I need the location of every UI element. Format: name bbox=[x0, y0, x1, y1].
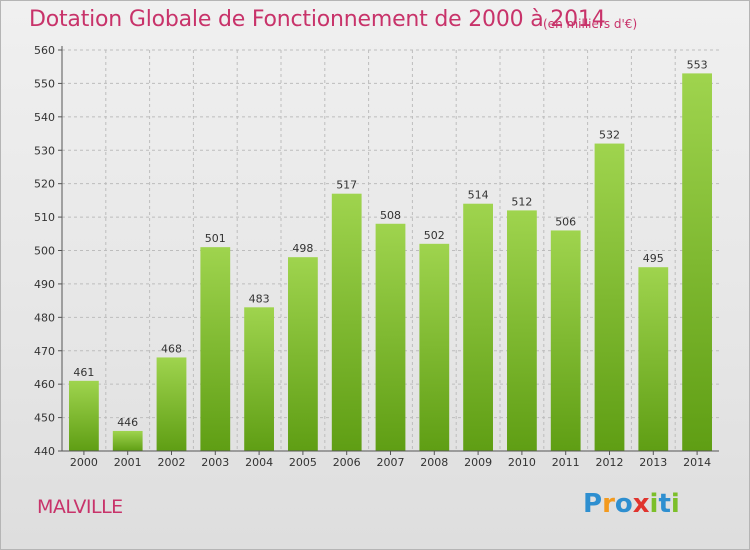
axes bbox=[58, 46, 719, 455]
proxiti-logo: Proxiti bbox=[583, 489, 680, 519]
bar bbox=[594, 143, 625, 452]
x-tick-label: 2000 bbox=[70, 456, 98, 469]
x-tick-label: 2007 bbox=[377, 456, 405, 469]
bar bbox=[69, 380, 99, 451]
x-tick-label: 2002 bbox=[158, 456, 186, 469]
bar bbox=[682, 73, 712, 452]
bar bbox=[419, 243, 450, 451]
city-name: MALVILLE bbox=[37, 496, 123, 518]
bar-value-label: 553 bbox=[687, 58, 708, 71]
bar bbox=[463, 203, 493, 451]
bar bbox=[507, 210, 537, 451]
x-tick-label: 2005 bbox=[289, 456, 317, 469]
bar bbox=[375, 223, 406, 451]
x-tick-label: 2013 bbox=[639, 456, 667, 469]
logo-letter: x bbox=[632, 489, 650, 519]
bar-value-label: 483 bbox=[249, 292, 270, 305]
bars bbox=[69, 73, 712, 452]
logo-letter: P bbox=[583, 489, 603, 519]
chart-subtitle: (en milliers d'€) bbox=[543, 17, 638, 31]
bar-value-label: 517 bbox=[336, 179, 357, 192]
bar-value-label: 498 bbox=[292, 242, 313, 255]
bar-value-label: 461 bbox=[73, 366, 94, 379]
bar-value-label: 468 bbox=[161, 342, 182, 355]
logo-letter: i bbox=[670, 489, 680, 519]
y-tick-label: 470 bbox=[34, 345, 55, 358]
bar-value-label: 446 bbox=[117, 416, 138, 429]
logo-letter: o bbox=[614, 489, 633, 519]
bar-value-label: 512 bbox=[511, 195, 532, 208]
bar bbox=[331, 193, 362, 452]
y-tick-label: 520 bbox=[34, 178, 55, 191]
x-tick-label: 2001 bbox=[114, 456, 142, 469]
x-tick-label: 2004 bbox=[245, 456, 273, 469]
y-tick-label: 500 bbox=[34, 245, 55, 258]
y-tick-label: 440 bbox=[34, 445, 55, 458]
x-tick-label: 2014 bbox=[683, 456, 711, 469]
logo-letter: i bbox=[649, 489, 659, 519]
bar bbox=[112, 430, 143, 451]
x-tick-label: 2012 bbox=[596, 456, 624, 469]
y-tick-label: 560 bbox=[34, 44, 55, 57]
x-tick-label: 2008 bbox=[420, 456, 448, 469]
y-tick-label: 480 bbox=[34, 311, 55, 324]
bar-value-label: 502 bbox=[424, 229, 445, 242]
y-tick-label: 530 bbox=[34, 144, 55, 157]
bar bbox=[550, 230, 581, 451]
x-tick-label: 2009 bbox=[464, 456, 492, 469]
bar bbox=[156, 357, 187, 451]
bar-value-label: 532 bbox=[599, 129, 620, 142]
bar-value-label: 508 bbox=[380, 209, 401, 222]
bar-value-label: 506 bbox=[555, 215, 576, 228]
chart-title: Dotation Globale de Fonctionnement de 20… bbox=[29, 7, 606, 32]
x-tick-label: 2003 bbox=[201, 456, 229, 469]
y-tick-label: 450 bbox=[34, 412, 55, 425]
y-tick-label: 550 bbox=[34, 77, 55, 90]
bar bbox=[200, 247, 231, 451]
x-tick-label: 2006 bbox=[333, 456, 361, 469]
y-tick-label: 510 bbox=[34, 211, 55, 224]
logo-letter: t bbox=[658, 489, 671, 519]
labels: 440 450 460 470 480 490 500 510 520 530 540 550 560 4… bbox=[34, 44, 711, 469]
x-tick-label: 2011 bbox=[552, 456, 580, 469]
bar-value-label: 501 bbox=[205, 232, 226, 245]
bar bbox=[288, 257, 318, 451]
y-tick-label: 490 bbox=[34, 278, 55, 291]
y-tick-label: 460 bbox=[34, 378, 55, 391]
x-tick-label: 2010 bbox=[508, 456, 536, 469]
bar-value-label: 514 bbox=[468, 189, 489, 202]
bar bbox=[638, 267, 669, 451]
y-tick-label: 540 bbox=[34, 111, 55, 124]
bar bbox=[244, 307, 274, 451]
bar-value-label: 495 bbox=[643, 252, 664, 265]
logo-letter: r bbox=[602, 489, 615, 519]
